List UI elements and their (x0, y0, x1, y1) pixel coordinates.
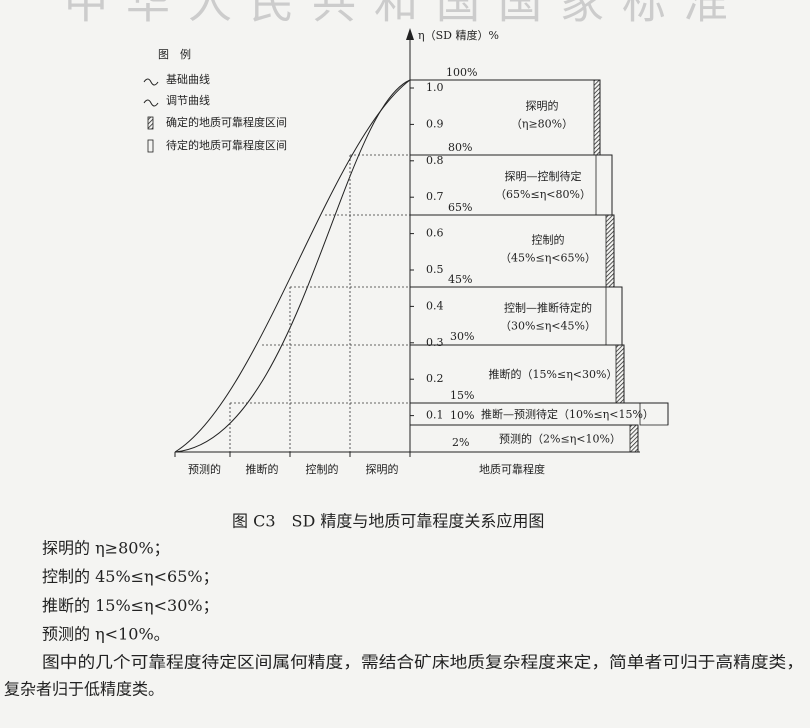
legend-title: 图 例 (158, 47, 191, 61)
legend-item: 确定的地质可靠程度区间 (166, 115, 287, 129)
pending-strip (639, 402, 669, 426)
legend-item: 基础曲线 (166, 72, 210, 86)
confirmed-strip (605, 214, 615, 288)
percent-label: 30% (450, 330, 474, 343)
legend-item: 调节曲线 (166, 93, 210, 107)
y-tick-label: 1.0 (426, 81, 444, 94)
zone-label: 探明—控制待定 (505, 169, 582, 183)
y-axis-label: η（SD 精度）% (418, 28, 499, 42)
y-tick-label: 0.5 (426, 263, 444, 276)
y-tick-label: 0.6 (426, 227, 444, 240)
y-tick-label: 0.9 (426, 117, 444, 130)
zone-label: 探明的 (526, 99, 559, 113)
y-tick-label: 0.2 (426, 372, 444, 385)
x-category: 推断的 (246, 462, 279, 476)
zone-label: 推断的（15%≤η<30%） (489, 367, 618, 381)
pending-strip (605, 286, 623, 346)
y-tick-label: 0.1 (426, 409, 444, 422)
percent-label: 45% (448, 273, 472, 286)
guides (229, 154, 410, 452)
percent-label: 10% (450, 409, 474, 422)
header-title: 中华人民共和国国家标准 (64, 0, 746, 29)
x-category: 探明的 (366, 462, 399, 476)
zone-label: 预测的（2%≤η<10%） (499, 432, 621, 446)
axis-arrow (406, 28, 414, 40)
y-tick-label: 0.8 (426, 154, 444, 167)
percent-label: 65% (448, 201, 472, 214)
legend-item: 待定的地质可靠程度区间 (166, 138, 287, 152)
body-line: 推断的 15%≤η<30%； (42, 596, 219, 615)
adjust-curve (174, 79, 411, 453)
confirmed-strip (593, 79, 601, 156)
x-category: 预测的 (188, 462, 221, 476)
body-line: 控制的 45%≤η<65%； (42, 567, 219, 586)
zone-range: （65%≤η<80%） (495, 188, 591, 201)
confirmed-strip (629, 424, 639, 453)
zone-range: （45%≤η<65%） (500, 252, 596, 265)
body-line: 预测的 η<10%。 (42, 625, 170, 644)
x-category: 控制的 (306, 462, 339, 476)
zone-range: （30%≤η<45%） (500, 319, 596, 332)
y-tick-label: 0.4 (426, 299, 444, 312)
paragraph-line: 复杂者归于低精度类。 (4, 680, 164, 699)
zone-label: 控制—推断待定的 (504, 300, 592, 314)
y-tick-label: 0.3 (426, 336, 444, 349)
body-line: 探明的 η≥80%； (42, 539, 170, 558)
paragraph-line: 图中的几个可靠程度待定区间属何精度，需结合矿床地质复杂程度来定，简单者可归于高精… (42, 653, 804, 672)
zone-label: 推断—预测待定（10%≤η<15%） (481, 407, 654, 421)
pending-strip (595, 154, 613, 216)
percent-label: 80% (448, 141, 472, 154)
base-curve (174, 79, 411, 453)
percent-label: 2% (452, 436, 469, 449)
legend-icons (143, 78, 159, 153)
y-tick-label: 0.7 (426, 190, 444, 203)
x-axis-label: 地质可靠程度 (479, 462, 545, 476)
percent-label: 15% (450, 389, 474, 402)
caption: 图 C3 SD 精度与地质可靠程度关系应用图 (232, 512, 544, 531)
percent-label: 100% (446, 66, 477, 79)
zone-range: （η≥80%） (511, 118, 573, 131)
zone-label: 控制的 (532, 233, 565, 247)
